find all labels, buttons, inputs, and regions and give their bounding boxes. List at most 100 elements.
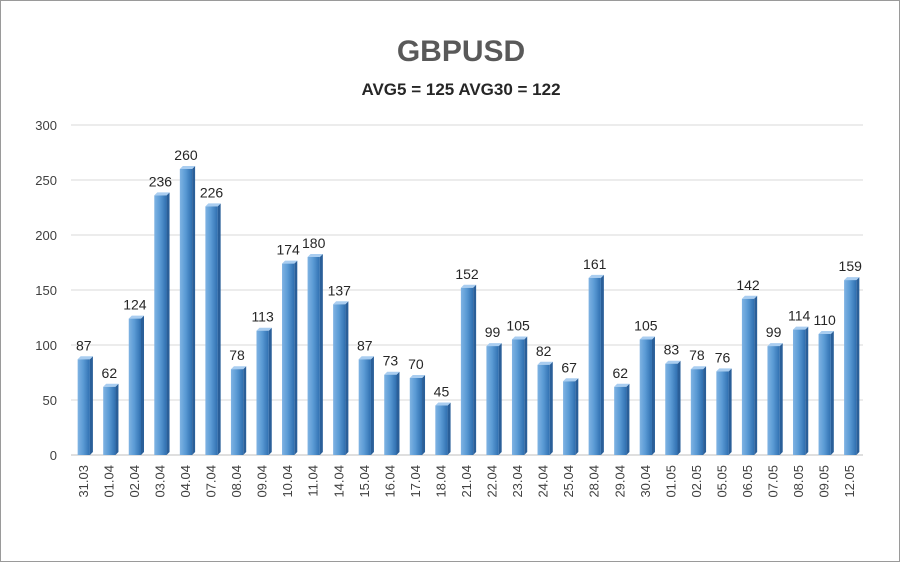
bar-top [741, 295, 758, 299]
data-label: 260 [174, 147, 198, 163]
bar [741, 295, 758, 455]
x-tick-label: 29.04 [612, 465, 627, 498]
x-tick-label: 31.03 [76, 465, 91, 498]
x-tick-label: 14.04 [331, 465, 346, 498]
bar-side [805, 326, 809, 455]
data-label: 142 [736, 277, 760, 293]
data-label: 180 [302, 235, 326, 251]
bar [844, 277, 860, 455]
bar-top [154, 192, 170, 196]
bar-top [435, 402, 451, 406]
bar-side [141, 315, 145, 455]
bar-top [103, 383, 119, 387]
bar [716, 368, 732, 455]
bar-side [651, 336, 655, 455]
x-tick-label: 11.04 [306, 465, 321, 497]
bar-top [486, 343, 502, 347]
bar-front [563, 381, 576, 455]
bar-side [447, 402, 451, 455]
data-label: 99 [766, 324, 782, 340]
bar-front [741, 298, 755, 455]
bar-front [665, 363, 678, 455]
bar-front [230, 369, 244, 455]
bar-top [844, 277, 860, 281]
data-label: 62 [613, 365, 629, 381]
bar-side [549, 361, 553, 455]
bar [179, 166, 196, 455]
x-tick-label: 23.04 [510, 465, 525, 498]
bar [103, 383, 119, 455]
data-label: 161 [583, 256, 607, 272]
x-tick-label: 30.04 [638, 465, 653, 498]
data-label: 226 [200, 184, 224, 200]
x-tick-label: 16.04 [382, 465, 397, 498]
bar-front [818, 334, 831, 455]
bar [358, 356, 374, 455]
bar-top [767, 343, 783, 347]
bar-top [460, 284, 477, 288]
x-tick-label: 04.04 [178, 465, 193, 498]
bar-top [179, 166, 196, 169]
y-tick-label: 50 [43, 393, 57, 408]
x-tick-label: 18.04 [433, 465, 448, 498]
bar-side [294, 260, 298, 455]
bar-front [588, 277, 601, 455]
chart-subtitle: AVG5 = 125 AVG30 = 122 [361, 80, 560, 99]
x-tick-label: 17.04 [408, 465, 423, 498]
bar-side [600, 274, 604, 455]
data-label: 78 [689, 347, 705, 363]
bar-front [409, 378, 423, 455]
bar [792, 326, 809, 455]
data-label: 83 [664, 342, 680, 358]
y-tick-label: 0 [50, 448, 57, 463]
data-label: 62 [102, 365, 118, 381]
x-tick-label: 25.04 [561, 465, 576, 498]
bar-front [460, 287, 474, 455]
bar-top [230, 366, 247, 370]
bar [77, 356, 93, 455]
bar-top [256, 327, 272, 331]
bar [384, 371, 400, 455]
bar-top [818, 331, 834, 334]
bar-front [282, 263, 295, 455]
chart-title: GBPUSD [397, 35, 525, 68]
bar-top [639, 336, 655, 340]
x-tick-label: 02.05 [689, 465, 704, 498]
bar-front [307, 257, 320, 455]
bar-front [103, 386, 116, 455]
x-tick-label: 22.04 [485, 465, 500, 498]
data-label: 105 [506, 318, 530, 334]
bar-side [779, 343, 783, 455]
bar [205, 203, 221, 455]
bar-side [728, 368, 732, 455]
bar-top [716, 368, 732, 372]
bar-top [665, 360, 681, 364]
y-tick-label: 100 [35, 338, 57, 353]
data-label: 73 [383, 353, 399, 369]
bar-top [792, 326, 809, 330]
bar-front [767, 346, 780, 455]
bar-side [626, 383, 630, 455]
x-tick-label: 06.05 [740, 465, 755, 498]
bar-top [614, 383, 630, 387]
bar-front [179, 169, 193, 455]
data-label: 174 [276, 242, 300, 258]
bar-side [166, 192, 170, 455]
bar-side [703, 366, 707, 455]
x-tick-label: 15.04 [357, 465, 372, 498]
bar [588, 274, 604, 455]
bar-side [575, 378, 579, 455]
bar-front [511, 339, 525, 455]
bar-side [268, 327, 272, 455]
bar [435, 402, 451, 455]
bar-top [358, 356, 374, 360]
bar-front [435, 405, 448, 455]
data-label: 105 [634, 318, 658, 334]
bar-top [690, 366, 707, 370]
x-tick-label: 07.05 [766, 465, 781, 498]
data-label: 45 [434, 384, 450, 400]
x-tick-label: 09.05 [817, 465, 832, 498]
